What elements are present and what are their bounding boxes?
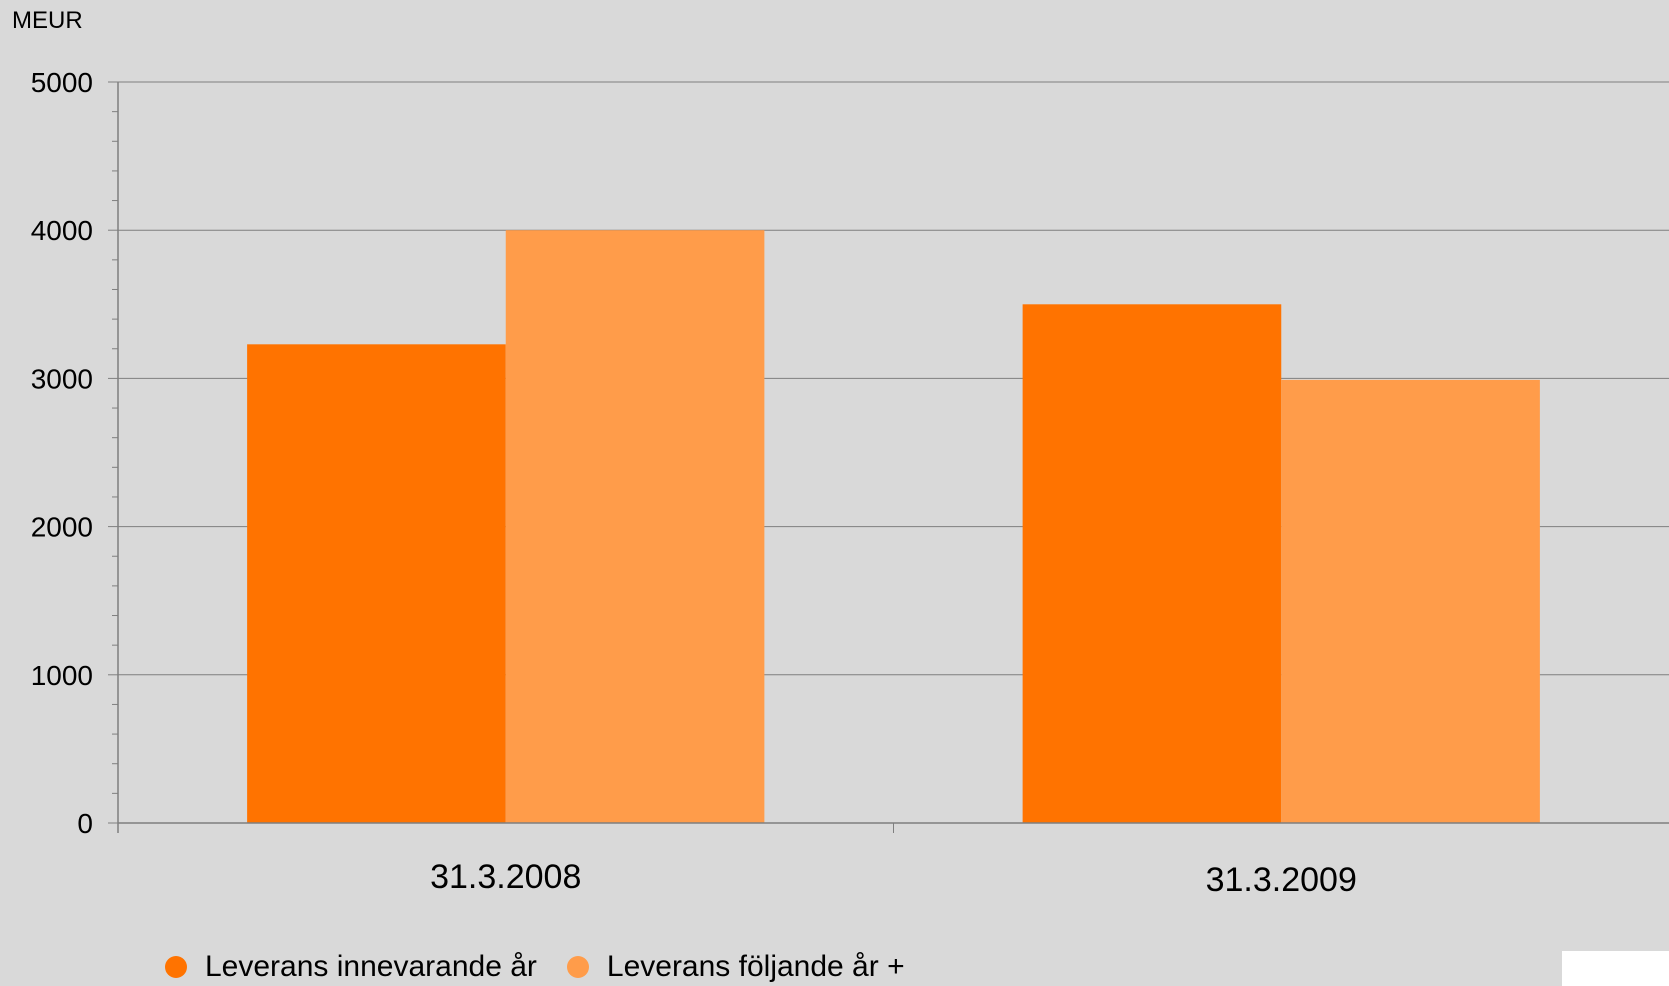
bar-series-1-31.3.2008 <box>247 344 506 823</box>
x-tick-label-31.3.2009: 31.3.2009 <box>1206 861 1357 899</box>
tick-labels: 0 1000 2000 3000 4000 5000 31.3.2008 31.3.2009 <box>31 67 1357 899</box>
y-tick-label-4000: 4000 <box>31 215 93 246</box>
legend-label-series-1: Leverans innevarande år <box>205 950 537 983</box>
y-tick-label-5000: 5000 <box>31 67 93 98</box>
bar-series-2-31.3.2008 <box>505 230 765 823</box>
corner-box <box>1562 951 1669 986</box>
y-tick-label-1000: 1000 <box>31 660 93 691</box>
y-tick-label-3000: 3000 <box>31 363 93 394</box>
legend-swatch-series-1-icon <box>165 956 187 978</box>
bars <box>247 230 1540 823</box>
legend-item-series-1: Leverans innevarande år <box>165 950 537 984</box>
y-tick-label-2000: 2000 <box>31 512 93 543</box>
bar-series-2-31.3.2009 <box>1281 379 1540 823</box>
y-axis-label: MEUR <box>12 7 83 34</box>
bar-series-1-31.3.2009 <box>1022 304 1282 823</box>
legend-label-series-2: Leverans följande år + <box>606 950 905 983</box>
axes <box>108 81 1669 833</box>
legend-item-series-2: Leverans följande år + <box>566 950 905 984</box>
legend: Leverans innevarande år Leverans följand… <box>165 950 935 984</box>
x-tick-label-31.3.2008: 31.3.2008 <box>430 858 581 896</box>
legend-swatch-series-2-icon <box>566 956 589 978</box>
y-tick-label-0: 0 <box>77 808 93 839</box>
